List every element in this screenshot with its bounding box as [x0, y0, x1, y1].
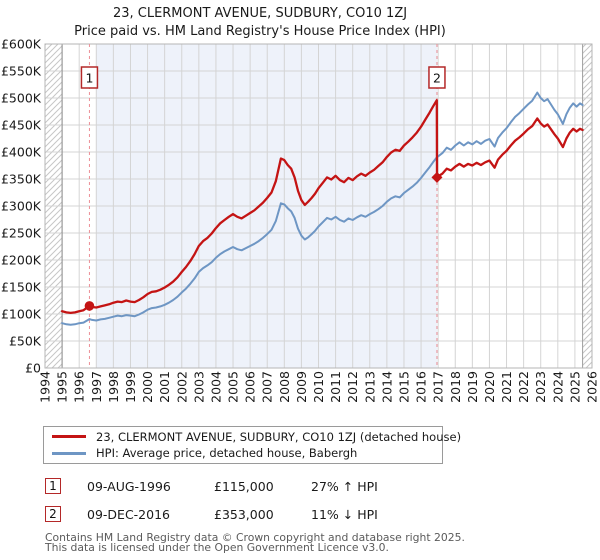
y-tick-label: £200K — [1, 253, 42, 268]
x-tick-label: 2006 — [243, 371, 258, 403]
x-tick-label: 2022 — [516, 371, 531, 403]
x-tick-label: 1998 — [106, 371, 121, 403]
page-title: 23, CLERMONT AVENUE, SUDBURY, CO10 1ZJ — [112, 6, 408, 21]
x-tick-label: 1996 — [72, 371, 87, 403]
sale-2-flag-box — [428, 66, 446, 89]
y-tick-label: £400K — [1, 145, 42, 160]
x-tick-label: 2009 — [294, 371, 309, 403]
x-tick-label: 1994 — [38, 371, 53, 403]
x-tick-label: 2001 — [157, 371, 172, 403]
x-tick-label: 2016 — [414, 371, 429, 403]
sales-table: 1 09-AUG-1996 £115,000 27% ↑ HPI 2 09-DE… — [45, 478, 585, 534]
x-tick-label: 2014 — [379, 371, 394, 403]
x-tick-label: 2005 — [226, 371, 241, 403]
sale-row-2: 2 09-DEC-2016 £353,000 11% ↓ HPI — [45, 506, 585, 524]
series-line-price-paid — [60, 99, 584, 315]
x-tick-label: 2015 — [396, 371, 411, 403]
x-tick-label: 2000 — [140, 371, 155, 403]
x-tick-label: 2007 — [260, 371, 275, 403]
sale-2-date: 09-DEC-2016 — [87, 507, 170, 522]
x-tick-label: 2010 — [311, 371, 326, 403]
sale-2-marker: 2 — [45, 506, 61, 522]
x-tick-label: 1995 — [55, 371, 70, 403]
y-tick-label: £500K — [1, 91, 42, 106]
y-axis-labels: £0 £50K £100K £150K £200K £250K £300K £350K £400… — [1, 37, 42, 376]
sale-2-hpi-diff: 11% ↓ HPI — [311, 507, 378, 522]
sale-1-flag-label: 1 — [85, 71, 93, 86]
price-paid-line-swatch — [52, 435, 86, 439]
x-tick-label: 2011 — [328, 371, 343, 403]
sale-row-1: 1 09-AUG-1996 £115,000 27% ↑ HPI — [45, 478, 585, 496]
x-tick-label: 2013 — [362, 371, 377, 403]
x-tick-label: 2023 — [533, 371, 548, 403]
sale-1-date: 09-AUG-1996 — [87, 479, 171, 494]
license-footer: Contains HM Land Registry data © Crown c… — [45, 531, 465, 554]
sale-2-point — [431, 171, 443, 183]
sale-1-price: £115,000 — [214, 479, 274, 494]
sale-1-marker: 1 — [45, 478, 61, 494]
y-tick-label: £600K — [1, 37, 42, 52]
sale-1-point — [84, 301, 95, 311]
legend-item-price-paid: 23, CLERMONT AVENUE, SUDBURY, CO10 1ZJ (… — [44, 430, 461, 444]
x-tick-label: 2004 — [208, 371, 223, 403]
hpi-line-swatch — [52, 451, 86, 455]
footer-line-2: This data is licensed under the Open Gov… — [45, 541, 389, 554]
x-tick-label: 2026 — [585, 371, 600, 403]
x-tick-label: 2003 — [191, 371, 206, 403]
page-subtitle: Price paid vs. HM Land Registry's House … — [74, 24, 446, 39]
x-tick-label: 2012 — [345, 371, 360, 403]
y-tick-label: £100K — [1, 307, 42, 322]
x-tick-label: 1997 — [89, 371, 104, 403]
plot-border — [44, 43, 593, 369]
sale-1-hpi-diff: 27% ↑ HPI — [311, 479, 378, 494]
series-line-hpi — [61, 91, 584, 326]
x-tick-label: 2018 — [448, 371, 463, 403]
x-tick-label: 1999 — [123, 371, 138, 403]
legend-item-hpi: HPI: Average price, detached house, Babe… — [44, 446, 442, 460]
y-tick-label: £350K — [1, 172, 42, 187]
sale-1-flag-box — [80, 66, 99, 89]
y-tick-label: £550K — [1, 64, 42, 79]
y-tick-label: £150K — [1, 280, 42, 295]
price-chart-svg: 1 2 £0 £50K £100K £150K £200K £250K £300K £350K £4… — [1, 37, 600, 403]
x-tick-label: 2020 — [482, 371, 497, 403]
x-tick-label: 2002 — [174, 371, 189, 403]
x-tick-label: 2021 — [499, 371, 514, 403]
legend-label-hpi: HPI: Average price, detached house, Babe… — [96, 446, 358, 461]
chart-legend: 23, CLERMONT AVENUE, SUDBURY, CO10 1ZJ (… — [43, 426, 461, 464]
x-tick-label: 2008 — [277, 371, 292, 403]
price-chart: 1 2 £0 £50K £100K £150K £200K £250K £300K £350K £4… — [1, 37, 600, 403]
gridlines — [44, 43, 593, 369]
legend-label-price-paid: 23, CLERMONT AVENUE, SUDBURY, CO10 1ZJ (… — [96, 429, 462, 444]
y-tick-label: £300K — [1, 199, 42, 214]
x-tick-label: 2024 — [550, 371, 565, 403]
y-tick-label: £50K — [9, 334, 42, 349]
x-tick-label: 2025 — [567, 371, 582, 403]
y-tick-label: £250K — [1, 226, 42, 241]
y-tick-label: £0 — [25, 361, 41, 376]
x-tick-label: 2019 — [465, 371, 480, 403]
sale-2-flag-label: 2 — [433, 71, 441, 86]
x-tick-label: 2017 — [431, 371, 446, 403]
y-tick-label: £450K — [1, 118, 42, 133]
sale-2-price: £353,000 — [214, 507, 274, 522]
x-axis-labels: 1994 1995 1996 1997 1998 1999 2000 2001 2002 2003… — [38, 371, 600, 403]
footer-line-1: Contains HM Land Registry data © Crown c… — [45, 531, 465, 544]
